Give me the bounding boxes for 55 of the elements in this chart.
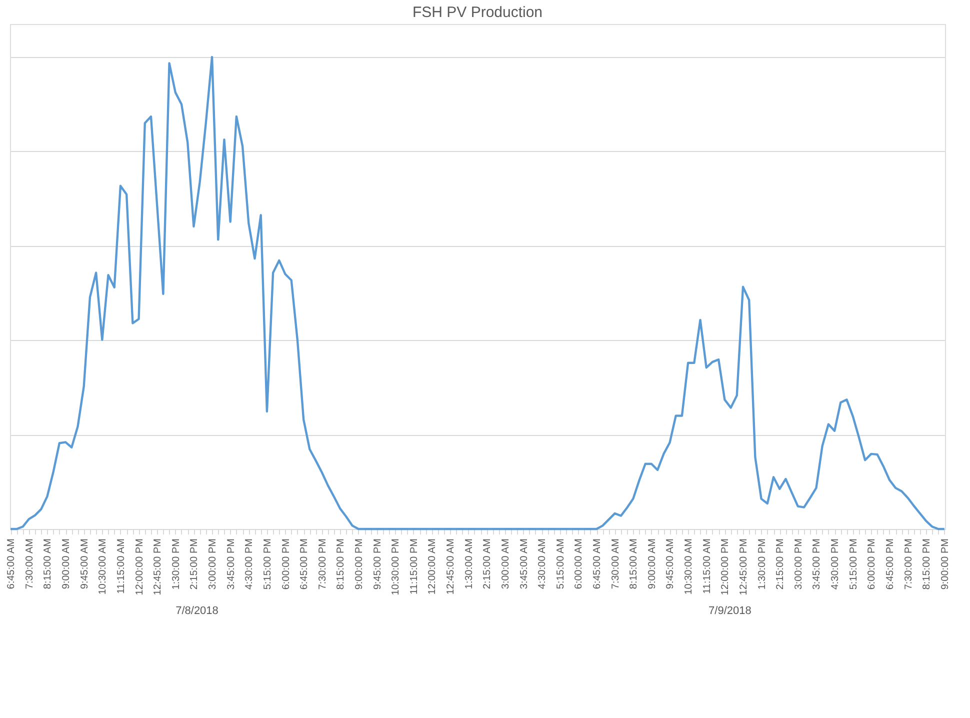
x-tick-label: 9:00:00 PM bbox=[940, 538, 951, 590]
x-tick-label: 11:15:00 PM bbox=[408, 538, 420, 594]
text: 7/9/2018 bbox=[708, 605, 752, 617]
x-tick-label: 8:15:00 PM bbox=[336, 538, 347, 590]
x-tick-label: 6:45:00 PM bbox=[884, 538, 896, 590]
x-tick-label: 10:30:00 AM bbox=[684, 538, 695, 595]
x-tick-label: 12:45:00 AM bbox=[446, 538, 457, 595]
x-tick-label: 8:15:00 AM bbox=[628, 538, 640, 590]
x-tick-label: 1:30:00 AM bbox=[464, 538, 475, 590]
x-tick-label: 3:45:00 PM bbox=[226, 538, 237, 590]
x-tick-label: 5:15:00 PM bbox=[262, 538, 274, 590]
x-tick-label: 6:00:00 PM bbox=[280, 538, 292, 590]
x-tick-label: 8:15:00 PM bbox=[922, 538, 933, 590]
x-tick-label: 2:15:00 AM bbox=[482, 538, 494, 590]
x-tick-label: 9:45:00 PM bbox=[372, 538, 384, 590]
x-tick-label: 3:00:00 PM bbox=[208, 538, 219, 590]
x-tick-label: 11:15:00 AM bbox=[116, 538, 127, 594]
x-tick-label: 2:15:00 PM bbox=[775, 538, 786, 590]
x-tick-label: 3:00:00 PM bbox=[793, 538, 804, 590]
x-tick-label: 6:45:00 AM bbox=[592, 538, 604, 590]
x-tick-label: 10:30:00 PM bbox=[390, 538, 402, 596]
x-tick-label: 2:15:00 PM bbox=[189, 538, 200, 590]
x-tick-label: 7:30:00 AM bbox=[24, 538, 36, 590]
x-tick-label: 9:45:00 AM bbox=[665, 538, 676, 590]
x-tick-label: 9:00:00 AM bbox=[646, 538, 658, 590]
x-tick-label: 9:00:00 AM bbox=[61, 538, 72, 590]
x-tick-label: 10:30:00 AM bbox=[98, 538, 109, 595]
x-tick-label: 11:15:00 AM bbox=[702, 538, 713, 594]
x-tick-label: 4:30:00 PM bbox=[244, 538, 256, 590]
x-tick-label: 7:30:00 PM bbox=[317, 538, 328, 590]
x-tick-label: 3:00:00 AM bbox=[500, 538, 512, 590]
x-tick-label: 5:15:00 AM bbox=[555, 538, 566, 590]
x-tick-label: 4:30:00 AM bbox=[537, 538, 548, 590]
x-tick-label: 12:45:00 PM bbox=[152, 538, 164, 596]
text: 7/8/2018 bbox=[176, 605, 218, 617]
x-tick-label: 6:00:00 PM bbox=[866, 538, 878, 590]
x-tick-label: 4:30:00 PM bbox=[830, 538, 842, 590]
x-tick-label: 7:30:00 PM bbox=[903, 538, 914, 590]
x-tick-label: 3:45:00 AM bbox=[518, 538, 530, 590]
x-tick-label: 12:00:00 PM bbox=[720, 538, 732, 596]
x-tick-label: 5:15:00 PM bbox=[848, 538, 860, 590]
x-tick-label: 8:15:00 AM bbox=[42, 538, 54, 590]
x-tick-label: 1:30:00 PM bbox=[170, 538, 182, 590]
x-tick-label: 9:00:00 PM bbox=[354, 538, 365, 590]
x-tick-label: 6:00:00 AM bbox=[574, 538, 585, 590]
x-tick-label: 12:00:00 PM bbox=[134, 538, 146, 596]
x-tick-label: 3:45:00 PM bbox=[812, 538, 823, 590]
x-tick-label: 9:45:00 AM bbox=[79, 538, 90, 590]
x-tick-label: 7:30:00 AM bbox=[610, 538, 622, 590]
chart-title: FSH PV Production bbox=[412, 4, 543, 21]
x-tick-label: 1:30:00 PM bbox=[756, 538, 768, 590]
x-tick-label: 12:00:00 AM bbox=[427, 538, 438, 595]
x-tick-label: 6:45:00 AM bbox=[6, 538, 18, 590]
x-tick-label: 12:45:00 PM bbox=[738, 538, 750, 596]
x-tick-label: 6:45:00 PM bbox=[299, 538, 310, 590]
